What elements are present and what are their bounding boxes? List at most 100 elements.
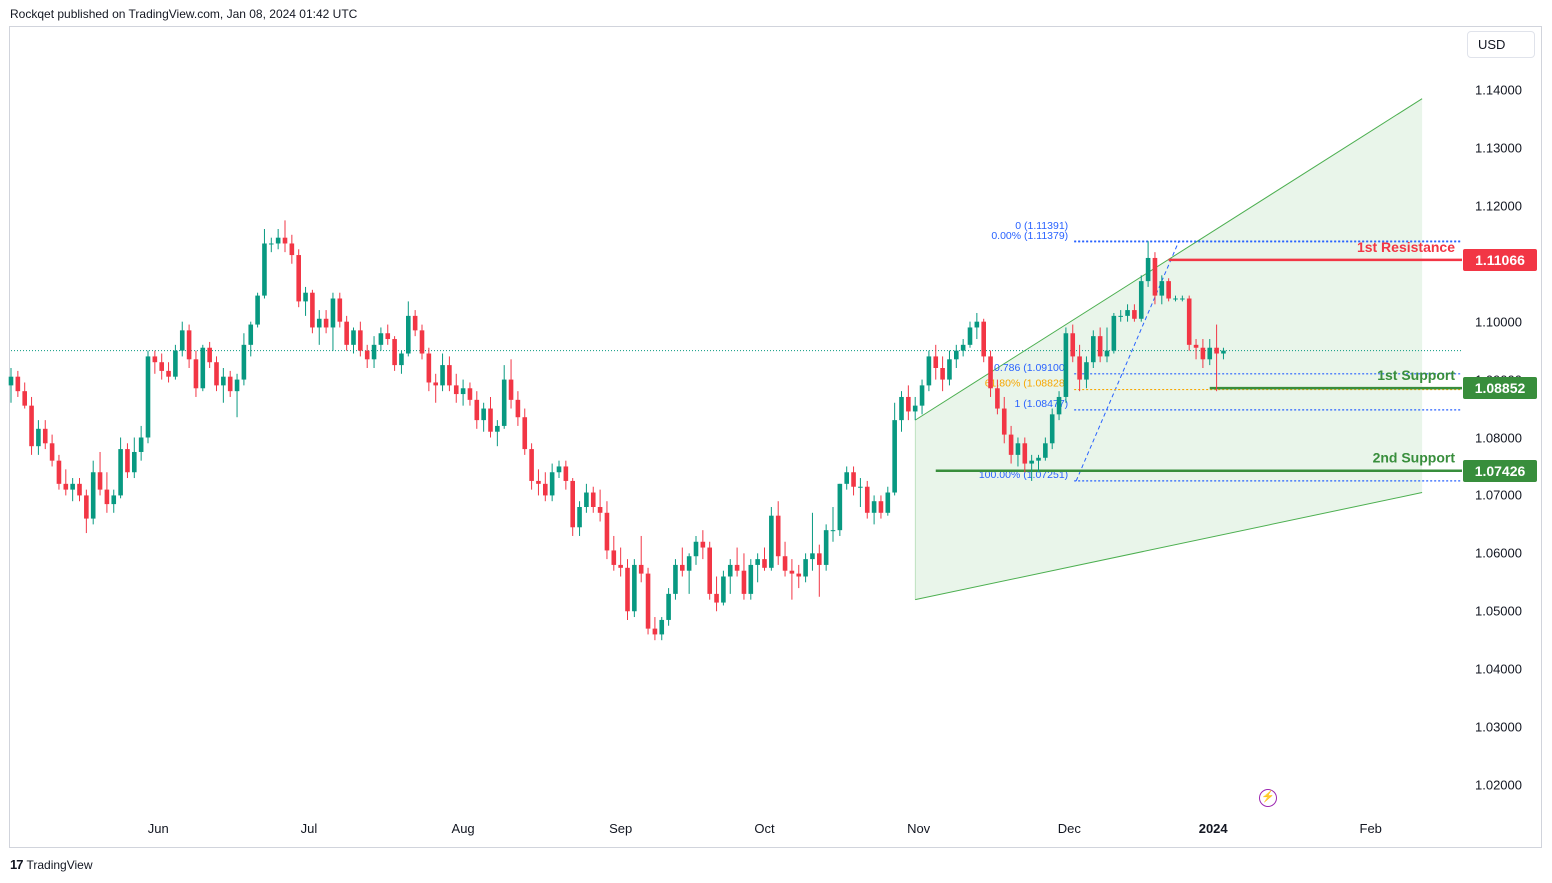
candle-body [214, 362, 219, 386]
candle-body [1008, 434, 1014, 455]
candle-body [912, 405, 918, 412]
candle-body [741, 570, 747, 594]
candle-body [666, 593, 671, 620]
candle-body [632, 564, 637, 612]
footer-brand[interactable]: TradingView [26, 857, 93, 872]
candle-body [858, 486, 863, 488]
candle-body [577, 507, 582, 528]
candle-body [193, 359, 199, 389]
candle-body [789, 570, 795, 574]
price-level-badge: 1.08852 [1463, 377, 1537, 400]
candle-body [467, 388, 473, 400]
candle-body [1070, 333, 1076, 357]
candle-body [1118, 315, 1123, 317]
candle-body [1145, 257, 1151, 282]
candle-body [851, 472, 856, 487]
candle-body [56, 460, 62, 484]
time-tick-label: Aug [451, 821, 475, 836]
candle-body [1138, 281, 1144, 319]
price-tick-label: 1.12000 [1475, 198, 1522, 214]
candle-body [371, 344, 377, 360]
footer: 17 TradingView [10, 857, 93, 872]
candle-body [1159, 281, 1165, 296]
candle-body [707, 547, 712, 594]
candle-body [186, 330, 192, 360]
candle-body [49, 443, 55, 461]
channel-lower-line [915, 492, 1423, 601]
lightning-bolt-icon[interactable]: ⚡ [1259, 789, 1277, 807]
candle-body [981, 321, 986, 357]
candle-body [173, 350, 178, 377]
candle-body [590, 492, 596, 507]
candle-body [1091, 336, 1096, 363]
candle-body [680, 564, 685, 571]
candle-body [1166, 281, 1171, 299]
candle-body [563, 466, 569, 481]
price-tick-label: 1.14000 [1475, 82, 1522, 98]
candle-body [954, 350, 959, 360]
candle-body [659, 619, 665, 635]
candle-body [8, 376, 14, 386]
candle-body [488, 408, 493, 432]
candle-body [543, 483, 548, 496]
fib-level-label: 0 (1.11391) [1015, 220, 1068, 232]
candle-body [166, 370, 171, 377]
candle-body [796, 573, 802, 577]
candle-body [974, 321, 980, 328]
price-tick-label: 1.05000 [1475, 603, 1522, 619]
candle-body [330, 298, 336, 328]
candle-body [453, 385, 459, 395]
candle-body [947, 359, 952, 380]
candle-body [638, 564, 644, 574]
tradingview-logo-icon[interactable]: 17 [10, 857, 24, 872]
candle-body [310, 292, 315, 328]
candle-body [1063, 333, 1069, 397]
candle-body [864, 486, 870, 513]
candle-body [1029, 460, 1034, 464]
price-tick-label: 1.07000 [1475, 487, 1522, 503]
price-tick-label: 1.10000 [1475, 314, 1522, 330]
candle-body [960, 344, 966, 351]
candle-body [837, 483, 843, 531]
candle-body [844, 472, 849, 484]
candle-body [892, 420, 897, 493]
candle-body [358, 330, 363, 351]
candle-body [42, 428, 48, 444]
candle-body [138, 437, 144, 452]
candle-body [234, 379, 240, 392]
candle-body [296, 255, 301, 302]
candle-body [1056, 396, 1062, 415]
candle-body [385, 333, 391, 340]
candle-body [179, 330, 185, 351]
candle-body [1152, 257, 1158, 296]
currency-selector[interactable]: USD [1467, 31, 1535, 58]
candle-body [693, 541, 699, 557]
candle-body [597, 507, 603, 513]
candle-body [995, 388, 1000, 409]
candle-body [748, 564, 754, 594]
candle-body [282, 237, 288, 244]
candle-body [1049, 414, 1055, 444]
candle-body [652, 628, 658, 635]
candle-body [495, 425, 500, 432]
candle-body [125, 449, 130, 473]
candle-body [1097, 336, 1103, 357]
candle-body [104, 489, 110, 505]
level-label: 1st Resistance [1357, 239, 1455, 255]
candle-body [460, 388, 466, 395]
candle-body [447, 365, 452, 386]
candle-body [967, 327, 973, 345]
fib-level-label: 1 (1.08477) [1014, 398, 1068, 410]
candle-body [481, 408, 486, 421]
candle-body [22, 391, 27, 406]
candle-body [433, 382, 438, 386]
price-tick-label: 1.03000 [1475, 719, 1522, 735]
channel-fill [915, 98, 1423, 600]
candle-body [262, 243, 267, 296]
candle-body [823, 530, 829, 565]
time-tick-label: Oct [754, 821, 775, 836]
candle-body [618, 564, 623, 568]
candle-body [1221, 350, 1226, 354]
time-tick-label: Jun [147, 821, 169, 836]
